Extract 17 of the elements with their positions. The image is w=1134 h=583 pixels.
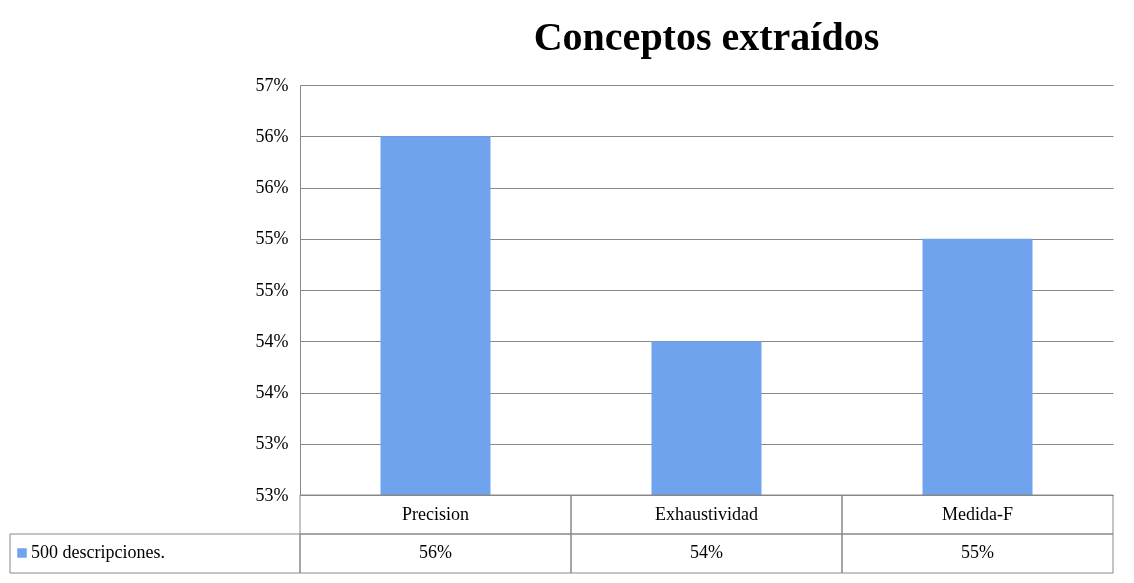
data-label: 56% (419, 542, 452, 562)
y-tick-label: 55% (255, 228, 289, 249)
y-tick-label: 57% (255, 74, 289, 95)
legend-label: 500 descripciones. (31, 542, 165, 562)
y-tick-label: 56% (255, 125, 289, 146)
x-tick-label: Medida-F (942, 503, 1013, 524)
y-tick-label: 56% (255, 177, 289, 197)
y-tick-label: 54% (255, 330, 289, 351)
y-tick-label: 53% (255, 484, 289, 505)
y-tick-label: 55% (255, 279, 289, 300)
data-label: 55% (961, 542, 994, 562)
x-tick-label: Precision (402, 503, 469, 524)
y-tick-label: 53% (255, 433, 289, 454)
chart-title: Conceptos extraídos (533, 14, 880, 59)
x-tick-label: Exhaustividad (655, 503, 758, 524)
y-tick-label: 54% (255, 382, 289, 402)
data-label: 54% (690, 542, 723, 562)
